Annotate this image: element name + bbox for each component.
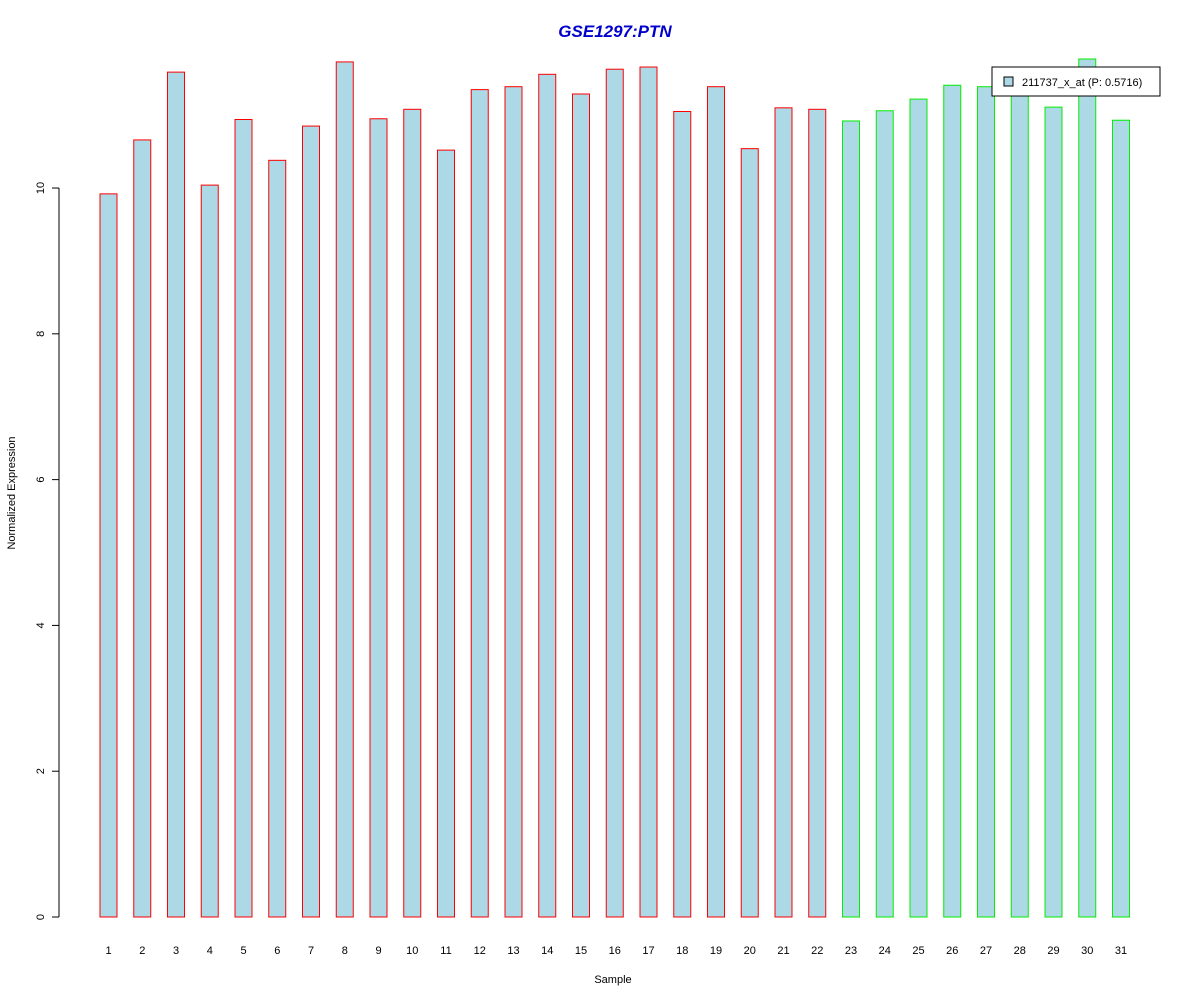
x-tick-label: 7	[308, 945, 314, 957]
x-tick-label: 16	[609, 945, 621, 957]
bar-sample-31	[1112, 119, 1130, 918]
bar-sample-14	[538, 73, 557, 918]
x-tick-label: 4	[207, 945, 213, 957]
x-tick-label: 27	[980, 945, 992, 957]
x-tick-label: 12	[474, 945, 486, 957]
x-tick-label: 3	[173, 945, 179, 957]
bar-sample-5	[234, 119, 253, 918]
bar-sample-17	[639, 66, 658, 918]
x-tick-label: 28	[1014, 945, 1026, 957]
chart-title: GSE1297:PTN	[558, 22, 672, 41]
x-tick-label: 23	[845, 945, 857, 957]
bar-sample-2	[133, 139, 152, 918]
bar-sample-1	[99, 193, 118, 918]
bar-sample-22	[808, 108, 827, 918]
bars	[99, 58, 1130, 918]
bar-sample-8	[335, 61, 354, 918]
bar-sample-3	[167, 71, 185, 918]
x-tick-label: 31	[1115, 945, 1127, 957]
bar-sample-11	[437, 149, 455, 918]
x-tick-label: 24	[879, 945, 891, 957]
y-tick-label: 4	[35, 622, 47, 628]
bar-sample-29	[1044, 106, 1063, 918]
bar-sample-12	[470, 89, 489, 918]
bar-sample-15	[572, 93, 590, 918]
x-tick-label: 18	[676, 945, 688, 957]
x-tick-label: 19	[710, 945, 722, 957]
x-tick-label: 13	[507, 945, 519, 957]
x-tick-label: 8	[342, 945, 348, 957]
x-tick-label: 22	[811, 945, 823, 957]
x-tick-label: 9	[375, 945, 381, 957]
y-axis-label: Normalized Expression	[6, 436, 18, 549]
y-axis: 0 2 4 6 8 10	[35, 182, 60, 920]
bar-sample-25	[909, 98, 928, 918]
bar-sample-20	[740, 148, 759, 918]
x-tick-label: 29	[1047, 945, 1059, 957]
bar-sample-28	[1010, 94, 1029, 918]
x-axis: 1 2 3 4 5 6 7 8 9 10 11 12 13 14 15 16 17 18 19 20 21 22 23 24 2…	[105, 945, 1127, 957]
legend-swatch	[1003, 76, 1014, 87]
bar-sample-24	[875, 110, 894, 918]
bar-sample-7	[302, 125, 320, 918]
y-tick-label: 2	[35, 768, 47, 774]
bar-sample-27	[977, 86, 995, 918]
x-tick-label: 26	[946, 945, 958, 957]
bar-sample-6	[268, 159, 287, 918]
x-axis-label: Sample	[594, 974, 631, 986]
x-tick-label: 11	[440, 945, 451, 957]
x-tick-label: 25	[912, 945, 924, 957]
bar-sample-18	[673, 110, 692, 918]
x-tick-label: 30	[1081, 945, 1093, 957]
bar-sample-13	[504, 86, 523, 918]
legend: 211737_x_at (P: 0.5716)	[991, 66, 1161, 97]
bar-sample-9	[369, 118, 388, 918]
bar-sample-26	[943, 84, 962, 918]
bar-sample-4	[200, 184, 219, 918]
y-tick-label: 10	[35, 182, 47, 194]
bar-sample-19	[707, 86, 725, 918]
x-tick-label: 20	[744, 945, 756, 957]
x-tick-label: 21	[777, 945, 789, 957]
bar-sample-23	[842, 120, 860, 918]
legend-box	[991, 66, 1161, 97]
x-tick-label: 15	[575, 945, 587, 957]
y-tick-label: 6	[35, 477, 47, 483]
legend-label: 211737_x_at (P: 0.5716)	[1022, 77, 1142, 89]
x-tick-label: 14	[541, 945, 553, 957]
bar-sample-16	[605, 68, 624, 918]
x-tick-label: 6	[274, 945, 280, 957]
y-tick-label: 8	[35, 331, 47, 337]
bar-sample-10	[403, 108, 422, 918]
x-tick-label: 10	[406, 945, 418, 957]
x-tick-label: 17	[642, 945, 654, 957]
x-tick-label: 5	[240, 945, 246, 957]
y-tick-label: 0	[35, 914, 47, 920]
bar-sample-30	[1078, 58, 1097, 918]
bar-sample-21	[774, 107, 793, 918]
x-tick-label: 1	[105, 945, 111, 957]
x-tick-label: 2	[139, 945, 145, 957]
